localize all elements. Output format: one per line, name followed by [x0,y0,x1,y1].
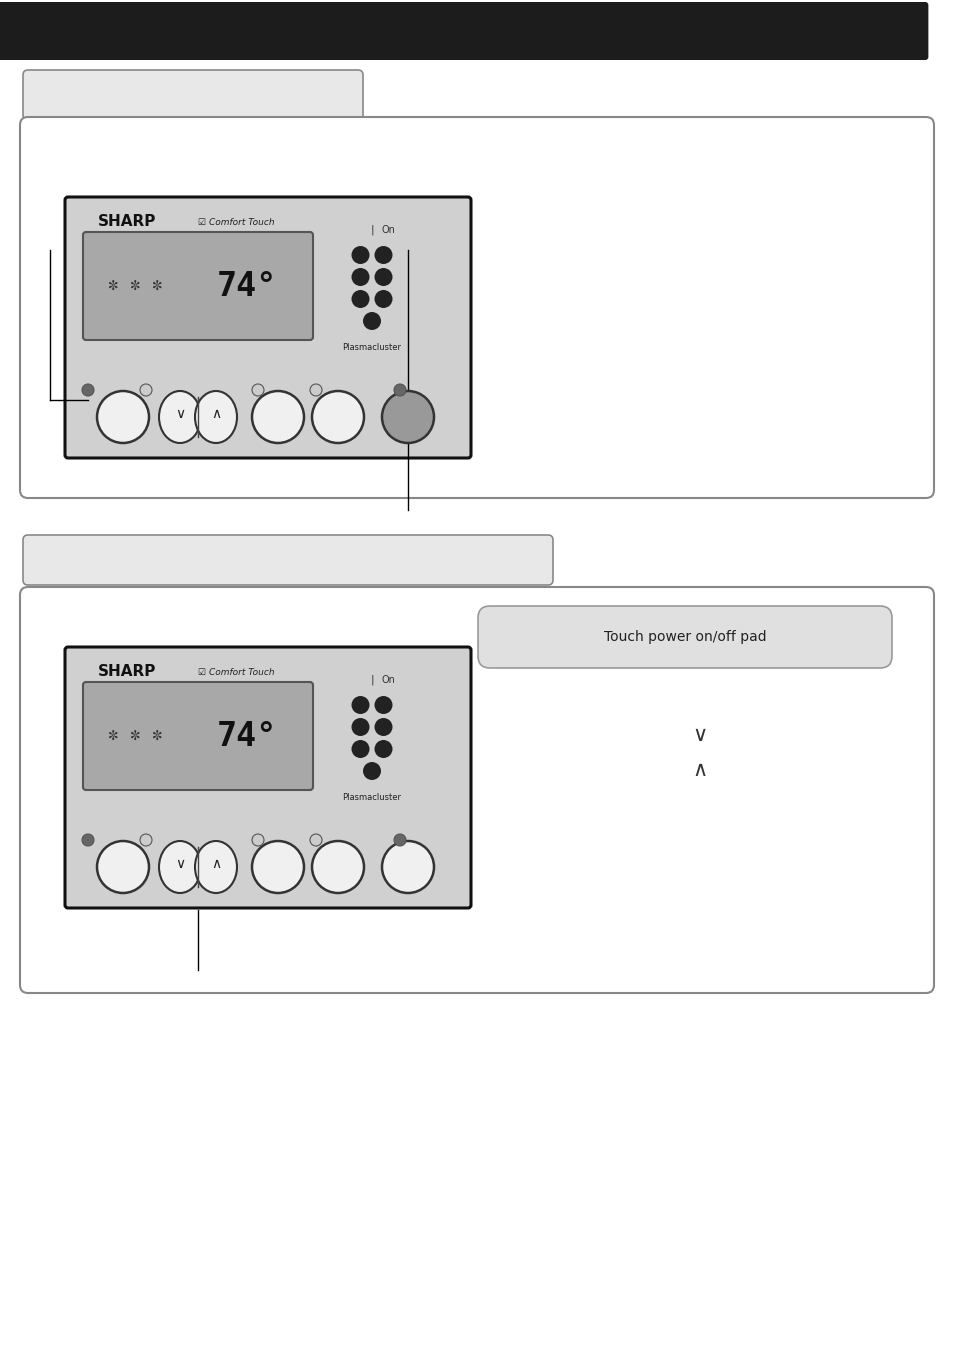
Text: ∧: ∧ [211,407,221,421]
Text: SHARP: SHARP [98,214,156,229]
Circle shape [351,290,369,307]
Text: ☑ Comfort Touch: ☑ Comfort Touch [198,217,274,226]
Circle shape [394,384,406,396]
Circle shape [375,740,392,758]
Circle shape [351,718,369,736]
Circle shape [97,841,149,892]
Circle shape [394,834,406,847]
Ellipse shape [194,391,236,443]
Circle shape [312,391,364,443]
Ellipse shape [159,841,201,892]
Text: Plasmacluster: Plasmacluster [342,794,401,802]
Ellipse shape [159,391,201,443]
FancyBboxPatch shape [20,117,933,497]
Circle shape [375,696,392,714]
FancyBboxPatch shape [23,70,363,120]
Text: ✼: ✼ [130,729,140,743]
FancyBboxPatch shape [477,607,891,669]
Text: ✼: ✼ [108,729,118,743]
Text: Touch power on/off pad: Touch power on/off pad [603,630,765,644]
FancyBboxPatch shape [23,535,553,585]
Circle shape [310,384,322,396]
Text: 74°: 74° [217,270,277,302]
Text: ∨: ∨ [174,407,185,421]
Circle shape [97,391,149,443]
Circle shape [82,384,94,396]
Circle shape [375,290,392,307]
Text: ∧: ∧ [211,857,221,871]
Circle shape [363,762,380,780]
Circle shape [375,245,392,264]
FancyBboxPatch shape [65,197,471,458]
Text: On: On [381,225,395,235]
Circle shape [310,834,322,847]
Text: ✼: ✼ [152,279,163,293]
Text: ☑ Comfort Touch: ☑ Comfort Touch [198,667,274,677]
Text: 74°: 74° [217,720,277,752]
Circle shape [140,834,152,847]
Text: ✼: ✼ [152,729,163,743]
Text: |: | [370,675,374,685]
FancyBboxPatch shape [65,647,471,909]
Circle shape [252,841,304,892]
Text: Plasmacluster: Plasmacluster [342,344,401,352]
Circle shape [312,841,364,892]
Text: ∨: ∨ [692,725,707,745]
Circle shape [252,384,264,396]
Circle shape [252,834,264,847]
Text: ∧: ∧ [692,760,707,780]
Circle shape [82,834,94,847]
Text: ✼: ✼ [108,279,118,293]
Circle shape [252,391,304,443]
Text: SHARP: SHARP [98,665,156,679]
Circle shape [351,268,369,286]
Circle shape [351,245,369,264]
Circle shape [351,740,369,758]
Text: On: On [381,675,395,685]
Circle shape [363,311,380,330]
Circle shape [381,841,434,892]
Circle shape [375,268,392,286]
Text: |: | [370,225,374,236]
FancyBboxPatch shape [20,586,933,993]
Text: ∨: ∨ [174,857,185,871]
FancyBboxPatch shape [0,1,927,61]
FancyBboxPatch shape [83,682,313,790]
FancyBboxPatch shape [83,232,313,340]
Text: ✼: ✼ [130,279,140,293]
Circle shape [351,696,369,714]
Circle shape [381,391,434,443]
Circle shape [375,718,392,736]
Circle shape [140,384,152,396]
Ellipse shape [194,841,236,892]
